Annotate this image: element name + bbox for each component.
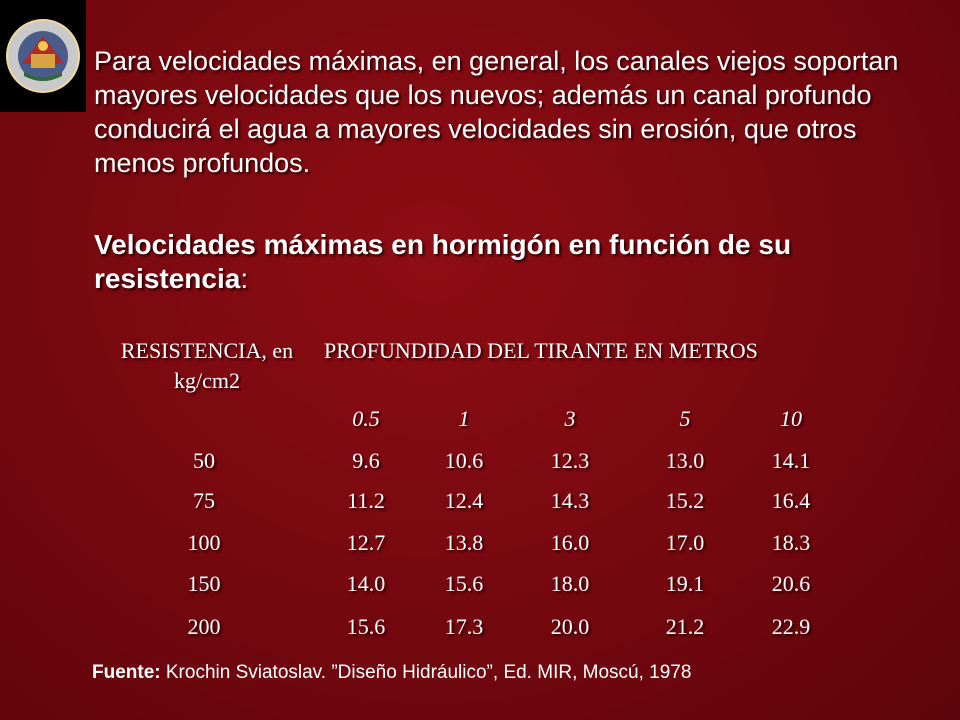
- velocity-cell: 17.3: [444, 614, 484, 639]
- velocity-cell: 9.6: [352, 448, 380, 473]
- resistance-cell: 100: [187, 530, 221, 555]
- section-heading: Velocidades máximas en hormigón en funci…: [94, 228, 924, 296]
- velocity-cell: 16.0: [550, 530, 590, 555]
- velocity-cell: 15.2: [665, 488, 705, 513]
- velocity-cell: 16.4: [771, 488, 811, 513]
- velocity-cell: 14.1: [771, 448, 811, 473]
- velocity-cell: 17.0: [665, 530, 705, 555]
- velocity-cell: 15.6: [444, 571, 484, 596]
- velocity-cell: 20.0: [550, 614, 590, 639]
- depth-column-header: PROFUNDIDAD DEL TIRANTE EN METROS: [324, 338, 758, 363]
- depth-header-cell: 1: [458, 406, 470, 431]
- velocity-cell: 12.4: [444, 488, 484, 513]
- resistance-cell: 200: [187, 614, 221, 639]
- velocity-cell: 21.2: [665, 614, 705, 639]
- source-label: Fuente:: [92, 662, 161, 683]
- velocity-cell: 20.6: [771, 571, 811, 596]
- depth-header-cell: 5: [679, 406, 691, 431]
- velocity-cell: 11.2: [347, 488, 385, 513]
- heading-colon: :: [240, 263, 249, 294]
- velocity-cell: 22.9: [771, 614, 811, 639]
- velocity-cell: 10.6: [444, 448, 484, 473]
- resistance-cell: 150: [187, 571, 221, 596]
- velocity-cell: 14.0: [346, 571, 386, 596]
- resistance-column-header: RESISTENCIA, en kg/cm2: [120, 338, 294, 393]
- velocity-cell: 18.0: [550, 571, 590, 596]
- intro-paragraph: Para velocidades máximas, en general, lo…: [94, 46, 899, 178]
- velocity-cell: 18.3: [771, 530, 811, 555]
- velocity-cell: 15.6: [346, 614, 386, 639]
- depth-header-cell: 10: [780, 406, 802, 431]
- resistance-cell: 50: [193, 448, 215, 473]
- velocity-cell: 13.0: [665, 448, 705, 473]
- depth-header-cell: 3: [564, 406, 576, 431]
- resistance-cell: 75: [193, 488, 215, 513]
- velocity-cell: 14.3: [550, 488, 590, 513]
- velocity-cell: 13.8: [444, 530, 484, 555]
- velocity-cell: 12.7: [346, 530, 386, 555]
- university-seal-icon: [6, 19, 80, 93]
- depth-header-cell: 0.5: [352, 406, 380, 431]
- velocity-cell: 12.3: [550, 448, 590, 473]
- source-citation: Fuente: Krochin Sviatoslav. ”Diseño Hidr…: [92, 662, 691, 684]
- source-text: Krochin Sviatoslav. ”Diseño Hidráulico”,…: [160, 662, 692, 683]
- velocity-cell: 19.1: [665, 571, 705, 596]
- logo-container: [0, 0, 86, 112]
- heading-text: Velocidades máximas en hormigón en funci…: [94, 229, 792, 294]
